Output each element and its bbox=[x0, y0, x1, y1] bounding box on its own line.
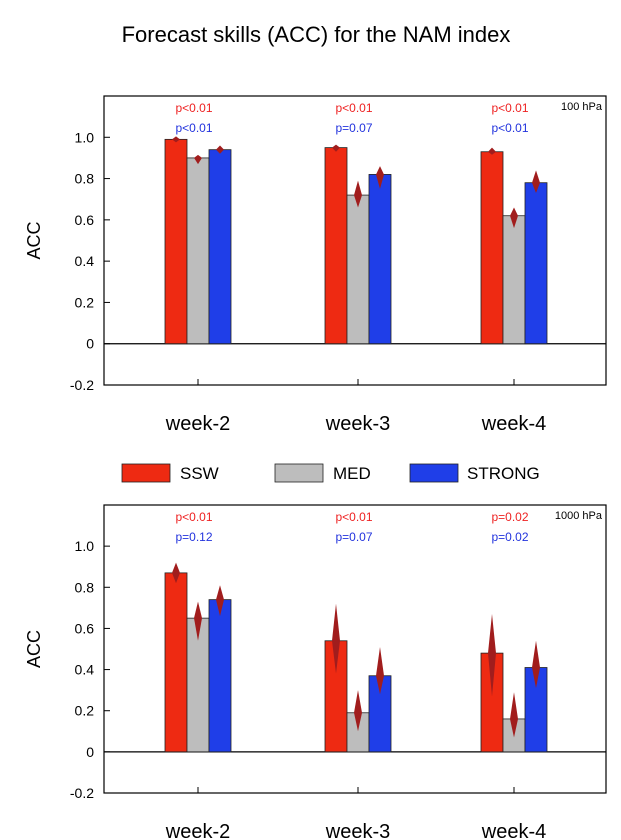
legend-swatch-strong bbox=[409, 463, 459, 483]
y-tick-label: 1.0 bbox=[75, 129, 95, 145]
error-marker-ssw bbox=[488, 614, 496, 697]
error-marker-strong bbox=[532, 640, 540, 689]
p-value-red: p<0.01 bbox=[491, 101, 528, 115]
legend-label-strong: STRONG bbox=[467, 464, 540, 483]
p-value-red: p<0.01 bbox=[335, 510, 372, 524]
chart-title: Forecast skills (ACC) for the NAM index bbox=[122, 22, 511, 47]
x-tick-label: week-2 bbox=[165, 413, 230, 435]
y-axis-label: ACC bbox=[24, 630, 44, 668]
y-tick-label: 0.4 bbox=[75, 662, 95, 678]
legend-swatch-med bbox=[274, 463, 324, 483]
error-marker-med bbox=[510, 207, 518, 229]
y-tick-label: -0.2 bbox=[70, 785, 94, 801]
bar-ssw bbox=[480, 151, 504, 345]
p-value-red: p<0.01 bbox=[335, 101, 372, 115]
y-tick-label: 0.8 bbox=[75, 171, 95, 187]
y-tick-label: 0 bbox=[86, 336, 94, 352]
bar-strong bbox=[368, 174, 392, 345]
legend-label-med: MED bbox=[333, 464, 371, 483]
y-axis-label: ACC bbox=[24, 221, 44, 259]
error-marker-med bbox=[194, 601, 202, 641]
error-marker-ssw bbox=[332, 603, 340, 674]
error-marker-strong bbox=[376, 166, 384, 189]
panel-1000hpa: 1.0 0.8 0.6 0.4 0.2 0 -0.2 ACC 1000 hPa week-2 p<0… bbox=[24, 504, 607, 840]
legend: SSW MED STRONG bbox=[121, 463, 540, 483]
p-value-red: p=0.02 bbox=[491, 510, 528, 524]
error-marker-strong bbox=[376, 646, 384, 695]
error-marker-strong bbox=[532, 170, 540, 194]
error-marker-med bbox=[354, 690, 362, 732]
y-tick-label: 0.2 bbox=[75, 294, 95, 310]
panel-level-label: 1000 hPa bbox=[555, 510, 603, 522]
bar-strong bbox=[524, 182, 548, 345]
bar-med bbox=[186, 157, 210, 345]
error-marker-ssw bbox=[332, 144, 340, 152]
bar-med bbox=[346, 194, 370, 345]
p-value-blue: p<0.01 bbox=[175, 121, 212, 135]
p-value-blue: p=0.07 bbox=[335, 530, 372, 544]
error-marker-med bbox=[354, 180, 362, 208]
y-tick-label: 1.0 bbox=[75, 538, 95, 554]
bar-strong bbox=[208, 599, 232, 753]
plot-frame bbox=[103, 95, 607, 386]
bar-ssw bbox=[164, 138, 188, 345]
x-tick-label: week-3 bbox=[325, 413, 390, 435]
panel-100hpa: 1.0 0.8 0.6 0.4 0.2 0 -0.2 ACC 100 hPa week-2 p<0.… bbox=[24, 95, 607, 435]
error-marker-ssw bbox=[488, 147, 496, 155]
error-marker-strong bbox=[216, 145, 224, 154]
p-value-blue: p=0.07 bbox=[335, 121, 372, 135]
legend-label-ssw: SSW bbox=[180, 464, 219, 483]
error-marker-ssw bbox=[172, 562, 180, 584]
p-value-blue: p=0.12 bbox=[175, 530, 212, 544]
x-tick-label: week-3 bbox=[325, 821, 390, 840]
p-value-red: p<0.01 bbox=[175, 510, 212, 524]
bar-ssw bbox=[164, 572, 188, 753]
bar-strong bbox=[208, 149, 232, 345]
legend-swatch-ssw bbox=[121, 463, 171, 483]
p-value-blue: p=0.02 bbox=[491, 530, 528, 544]
y-tick-label: 0.6 bbox=[75, 620, 95, 636]
x-tick-label: week-2 bbox=[165, 821, 230, 840]
y-tick-label: 0 bbox=[86, 744, 94, 760]
p-value-blue: p<0.01 bbox=[491, 121, 528, 135]
p-value-red: p<0.01 bbox=[175, 101, 212, 115]
y-tick-label: 0.4 bbox=[75, 253, 95, 269]
y-tick-label: 0.6 bbox=[75, 212, 95, 228]
error-marker-ssw bbox=[172, 136, 180, 143]
bar-ssw bbox=[324, 147, 348, 345]
error-marker-med bbox=[510, 692, 518, 738]
y-tick-label: 0.8 bbox=[75, 579, 95, 595]
error-marker-med bbox=[194, 154, 202, 165]
y-tick-label: -0.2 bbox=[70, 377, 94, 393]
bar-med bbox=[502, 215, 526, 345]
panel-level-label: 100 hPa bbox=[561, 101, 603, 113]
x-tick-label: week-4 bbox=[481, 413, 546, 435]
plot-frame bbox=[103, 504, 607, 794]
y-tick-label: 0.2 bbox=[75, 703, 95, 719]
x-tick-label: week-4 bbox=[481, 821, 546, 840]
error-marker-strong bbox=[216, 585, 224, 617]
